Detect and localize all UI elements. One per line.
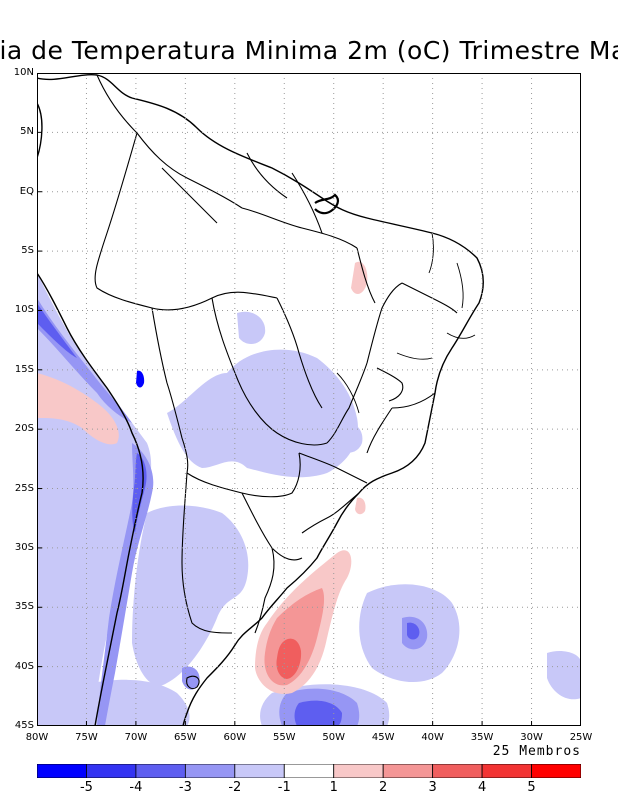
latitude-label: 20S (14, 423, 34, 435)
latitude-label: 25S (14, 482, 34, 494)
map-border (37, 73, 581, 726)
colorbar-tick-label: -4 (129, 780, 143, 795)
colorbar-swatch (382, 764, 434, 778)
colorbar-swatch (333, 764, 384, 778)
cold-anomaly-shading-core (136, 370, 145, 388)
colorbar-swatch (86, 764, 137, 778)
longitude-label: 45W (371, 732, 395, 743)
latitude-label: 15S (14, 363, 34, 375)
colorbar-swatch (283, 764, 335, 778)
latitude-label: 10S (14, 304, 34, 316)
colorbar-tick-label: -5 (79, 780, 93, 795)
colorbar-swatch (184, 764, 236, 778)
amazon-delta (314, 193, 340, 215)
brazil-state-borders (336, 232, 476, 414)
latitude-label: 35S (14, 601, 34, 613)
ensemble-members-label: 25 Membros (492, 744, 581, 759)
colorbar-tick-label: -1 (277, 780, 291, 795)
longitude-label: 55W (272, 732, 296, 743)
longitude-label: 25W (569, 732, 593, 743)
colorbar-tick-label: 4 (477, 780, 487, 795)
coastline (37, 74, 484, 726)
colorbar-tick-label: -3 (178, 780, 192, 795)
longitude-label: 60W (223, 732, 247, 743)
colorbar-tick-label: 5 (527, 780, 536, 795)
latitude-label: 10N (13, 67, 34, 78)
latitude-label: 45S (14, 720, 34, 731)
longitude-label: 35W (470, 732, 494, 743)
colorbar-swatch (234, 764, 285, 778)
colorbar-tick-label: 2 (379, 780, 388, 795)
falklands (186, 675, 200, 690)
colorbar-swatch (481, 764, 532, 778)
colorbar-swatch (531, 764, 581, 778)
longitude-label: 80W (25, 732, 49, 743)
longitude-label: 70W (124, 732, 148, 743)
colorbar-tick-label: 1 (329, 780, 338, 795)
colorbar-swatch (432, 764, 483, 778)
anomaly-map (37, 73, 581, 726)
graticule (37, 73, 581, 726)
map-title: lia de Temperatura Minima 2m (oC) Trimes… (0, 36, 618, 65)
longitude-label: 65W (174, 732, 197, 743)
latitude-label: 5S (21, 245, 34, 257)
map-panel (37, 73, 581, 726)
latitude-label: 30S (14, 541, 34, 553)
axis-ticks (37, 73, 581, 726)
latitude-label: 5N (20, 126, 34, 138)
longitude-label: 75W (75, 732, 98, 743)
longitude-label: 50W (322, 732, 346, 743)
longitude-label: 40W (421, 732, 444, 743)
colorbar-tick-label: 3 (428, 780, 437, 795)
country-borders (94, 74, 458, 634)
longitude-label: 30W (520, 732, 543, 743)
colorbar-tick-label: -2 (228, 780, 242, 795)
latitude-label: 40S (14, 660, 34, 672)
colorbar-swatch (135, 764, 186, 778)
latitude-label: EQ (19, 185, 34, 197)
colorbar-swatch (37, 764, 87, 778)
colorbar (37, 764, 581, 778)
warm-anomaly-shading-core (276, 638, 302, 679)
